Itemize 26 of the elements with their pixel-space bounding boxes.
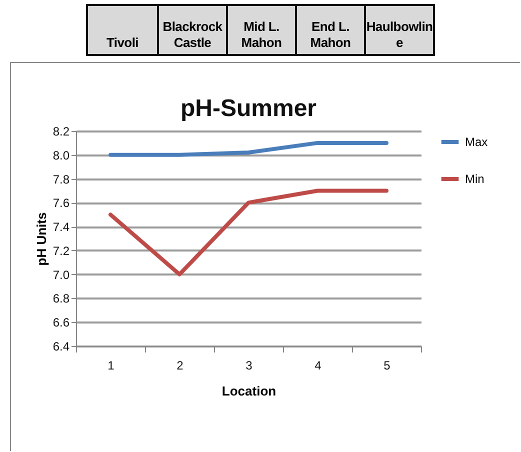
- text: Tivoli: [106, 34, 140, 52]
- text: Blackrock Castle: [157, 6, 226, 54]
- x-tick-label: 5: [384, 358, 391, 372]
- x-tick-label: 2: [176, 358, 184, 372]
- text: End L. Mahon: [295, 6, 364, 54]
- y-tick-label: 8.2: [52, 124, 70, 138]
- legend-label: Min: [465, 172, 484, 186]
- y-tick-label: 6.4: [52, 340, 70, 354]
- y-tick-label: 7.4: [52, 220, 70, 234]
- chart-title: pH-Summer: [180, 95, 317, 122]
- y-tick-label: 8.0: [52, 148, 70, 162]
- y-tick-label: 7.2: [52, 244, 70, 258]
- x-tick-label: 1: [108, 358, 115, 372]
- text: Haulbowline: [364, 6, 433, 54]
- text: Mid L. Mahon: [226, 6, 295, 54]
- x-tick-label: 4: [314, 358, 322, 372]
- legend-label: Max: [465, 135, 488, 149]
- y-axis-title: pH Units: [34, 212, 49, 266]
- y-tick-label: 7.6: [52, 196, 70, 210]
- y-tick-label: 7.0: [52, 268, 70, 282]
- y-tick-label: 6.6: [52, 316, 70, 330]
- line-series: [108, 188, 388, 276]
- y-tick-label: 6.8: [52, 292, 70, 306]
- y-tick-label: 7.8: [52, 172, 70, 186]
- x-axis-title: Location: [222, 384, 276, 398]
- x-tick-label: 3: [246, 358, 253, 372]
